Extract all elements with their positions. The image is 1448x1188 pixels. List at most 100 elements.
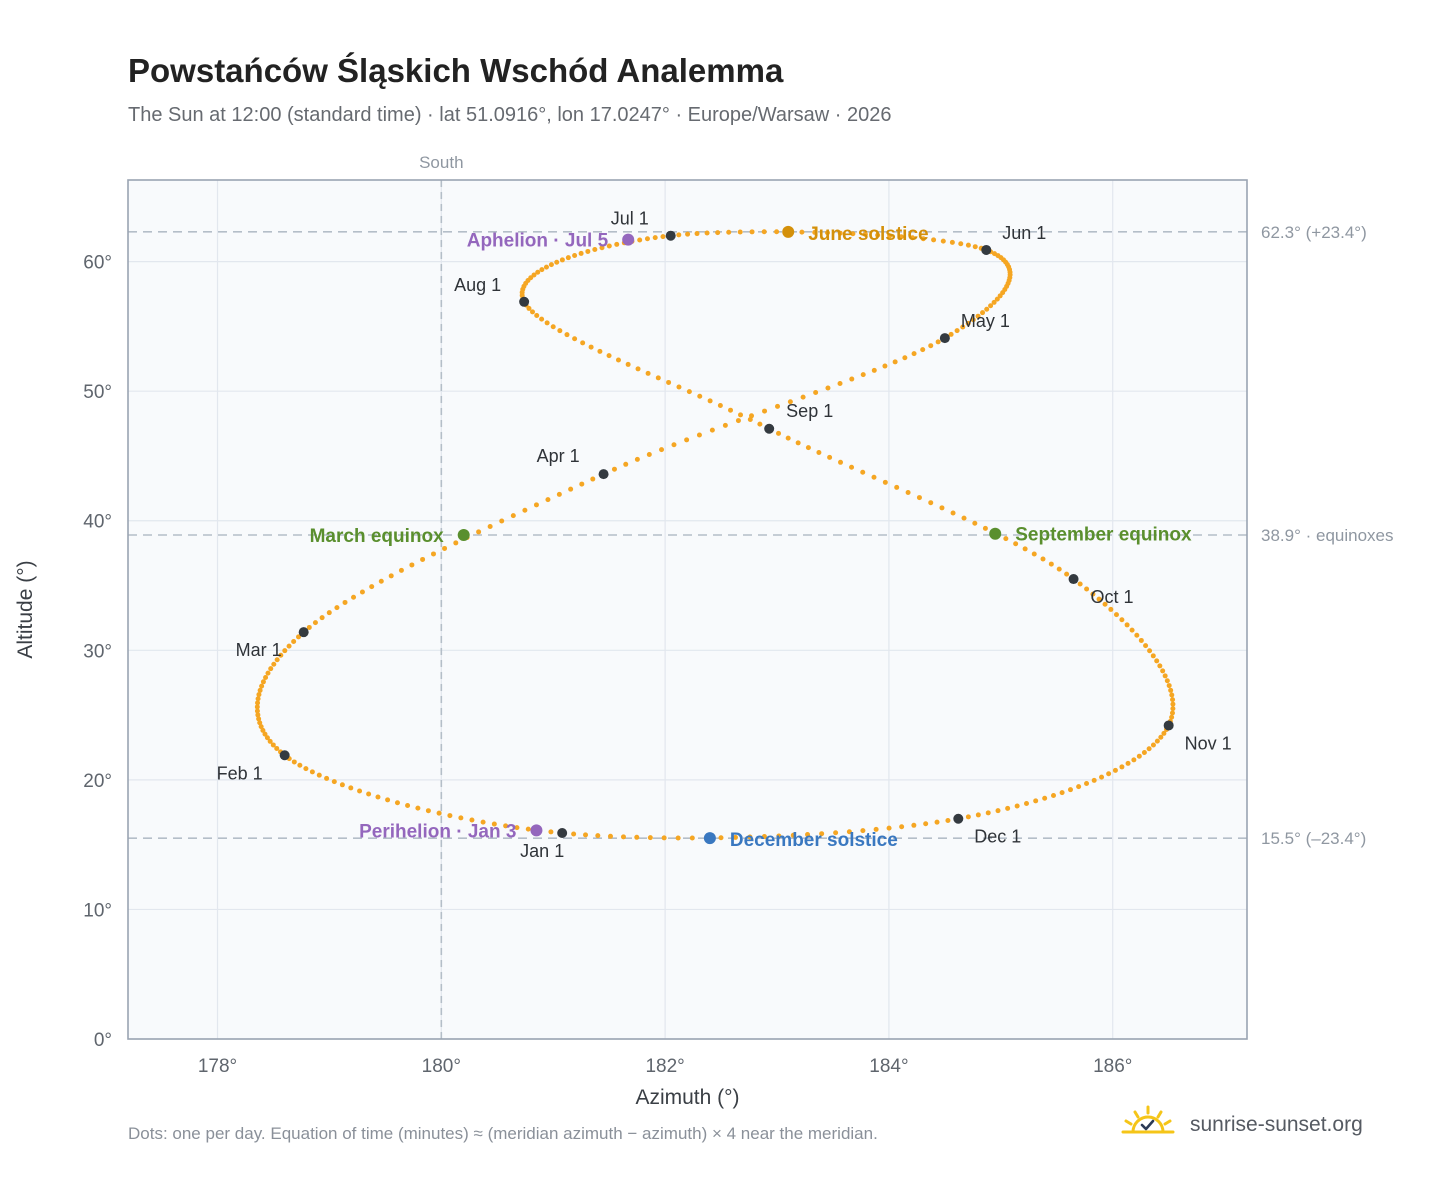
daily-dot bbox=[899, 824, 905, 830]
x-tick-label: 180° bbox=[422, 1056, 461, 1077]
daily-dot bbox=[911, 351, 917, 357]
daily-dot bbox=[747, 416, 753, 422]
daily-dot bbox=[1112, 767, 1118, 773]
daily-dot bbox=[1134, 632, 1140, 638]
daily-dot bbox=[860, 372, 866, 378]
month-label: May 1 bbox=[961, 311, 1010, 331]
daily-dot bbox=[359, 589, 365, 595]
daily-dot bbox=[263, 674, 269, 680]
daily-dot bbox=[1169, 710, 1175, 716]
daily-dot bbox=[1022, 546, 1028, 552]
daily-dot bbox=[726, 229, 732, 235]
daily-dot bbox=[1146, 746, 1152, 752]
daily-dot bbox=[405, 802, 411, 808]
daily-dot bbox=[735, 418, 741, 424]
daily-dot bbox=[258, 724, 264, 730]
month-label: Sep 1 bbox=[786, 401, 833, 421]
daily-dot bbox=[1141, 750, 1147, 756]
daily-dot bbox=[533, 502, 539, 508]
daily-dot bbox=[324, 775, 330, 781]
daily-dot bbox=[316, 772, 322, 778]
daily-dot bbox=[319, 615, 325, 621]
daily-dot bbox=[965, 814, 971, 820]
daily-dot bbox=[970, 317, 976, 323]
daily-dot bbox=[1129, 627, 1135, 633]
daily-dot bbox=[982, 525, 988, 531]
daily-dot bbox=[525, 826, 531, 832]
daily-dot bbox=[661, 835, 667, 841]
event-label: Aphelion · Jul 5 bbox=[467, 231, 609, 252]
daily-dot bbox=[578, 250, 584, 256]
month-label: Jan 1 bbox=[520, 841, 564, 861]
daily-dot bbox=[544, 320, 550, 326]
daily-dot bbox=[1067, 787, 1073, 793]
daily-dot bbox=[892, 359, 898, 365]
daily-dot bbox=[984, 306, 990, 312]
daily-dot bbox=[717, 403, 723, 409]
daily-dot bbox=[715, 230, 721, 236]
daily-dot bbox=[415, 805, 421, 811]
y-tick-label: 10° bbox=[83, 900, 112, 921]
daily-dot bbox=[728, 407, 734, 413]
daily-dot bbox=[425, 808, 431, 814]
daily-dot bbox=[257, 687, 263, 693]
daily-dot bbox=[732, 834, 738, 840]
event-marker bbox=[782, 225, 795, 238]
daily-dot bbox=[579, 481, 585, 487]
daily-dot bbox=[948, 331, 954, 337]
daily-dot bbox=[595, 833, 601, 839]
daily-dot bbox=[331, 779, 337, 785]
brand[interactable]: sunrise-sunset.org bbox=[1120, 1104, 1363, 1146]
daily-dot bbox=[351, 594, 357, 600]
daily-dot bbox=[960, 324, 966, 330]
daily-dot bbox=[265, 670, 271, 676]
daily-dot bbox=[554, 259, 560, 265]
daily-dot bbox=[838, 459, 844, 465]
daily-dot bbox=[1125, 760, 1131, 766]
month-marker bbox=[939, 333, 950, 344]
daily-dot bbox=[991, 251, 997, 257]
daily-dot bbox=[1119, 764, 1125, 770]
daily-dot bbox=[615, 357, 621, 363]
daily-dot bbox=[939, 505, 945, 511]
daily-dot bbox=[1113, 612, 1119, 618]
daily-dot bbox=[795, 440, 801, 446]
daily-dot bbox=[491, 821, 497, 827]
daily-dot bbox=[409, 562, 415, 568]
daily-dot bbox=[813, 390, 819, 396]
daily-dot bbox=[378, 578, 384, 584]
daily-dot bbox=[611, 466, 617, 472]
daily-dot bbox=[1164, 678, 1170, 684]
daily-dot bbox=[958, 241, 964, 247]
daily-dot bbox=[366, 791, 372, 797]
daily-dot bbox=[565, 255, 571, 261]
daily-dot bbox=[1143, 643, 1149, 649]
daily-dot bbox=[920, 347, 926, 353]
daily-dot bbox=[875, 232, 881, 238]
daily-dot bbox=[860, 469, 866, 475]
daily-dot bbox=[762, 408, 768, 414]
chart-subtitle: The Sun at 12:00 (standard time) · lat 5… bbox=[128, 104, 892, 126]
daily-dot bbox=[476, 529, 482, 535]
daily-dot bbox=[326, 610, 332, 616]
daily-dot bbox=[420, 556, 426, 562]
daily-dot bbox=[825, 385, 831, 391]
month-marker bbox=[665, 230, 676, 241]
daily-dot bbox=[259, 683, 265, 689]
daily-dot bbox=[254, 704, 260, 710]
daily-dot bbox=[910, 235, 916, 241]
daily-dot bbox=[827, 454, 833, 460]
daily-dot bbox=[1084, 586, 1090, 592]
month-label: Nov 1 bbox=[1185, 733, 1232, 753]
daily-dot bbox=[1160, 668, 1166, 674]
daily-dot bbox=[991, 299, 997, 305]
daily-dot bbox=[860, 828, 866, 834]
daily-dot bbox=[447, 813, 453, 819]
daily-dot bbox=[898, 234, 904, 240]
daily-dot bbox=[531, 272, 537, 278]
daily-dot bbox=[274, 745, 280, 751]
month-marker bbox=[279, 750, 290, 761]
daily-dot bbox=[1138, 637, 1144, 643]
daily-dot bbox=[660, 234, 666, 240]
daily-dot bbox=[862, 231, 868, 237]
